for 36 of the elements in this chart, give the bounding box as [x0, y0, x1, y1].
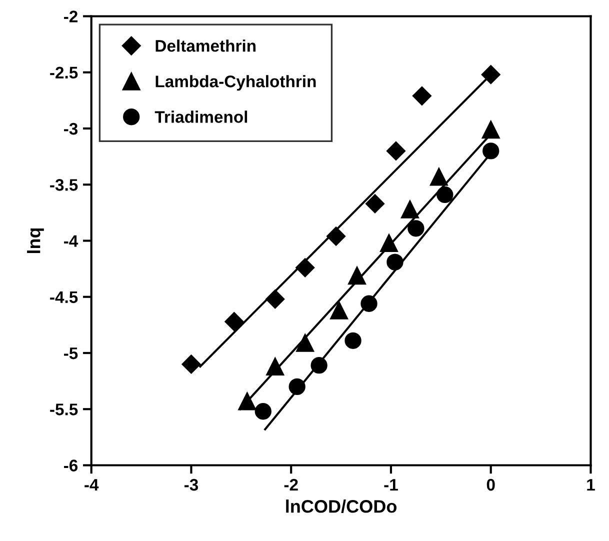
point	[330, 301, 348, 320]
point	[408, 220, 424, 237]
point	[344, 332, 362, 349]
y-tick-label: -4	[64, 235, 78, 247]
x-tick-label: -2	[284, 478, 298, 491]
point	[412, 86, 432, 106]
point	[430, 168, 448, 186]
y-tick-label: -5.5	[50, 404, 78, 416]
point	[182, 354, 201, 374]
point	[481, 65, 500, 84]
legend-label: Triadimenol	[154, 110, 248, 123]
point	[386, 141, 406, 160]
x-axis-title: lnCOD/CODo	[286, 500, 397, 513]
y-tick-label: -5	[64, 348, 78, 360]
point	[400, 200, 419, 218]
x-tick-label: -4	[84, 479, 99, 491]
y-tick-label: -6	[64, 460, 78, 472]
y-tick-label: -4.5	[50, 291, 78, 304]
x-tick-label: 1	[587, 479, 595, 491]
y-tick-label: -3	[64, 122, 78, 135]
x-tick-label: -1	[384, 479, 398, 491]
legend-label: Lambda-Cyhalothrin	[156, 75, 316, 91]
point	[296, 334, 314, 352]
point	[254, 403, 272, 420]
y-axis-title: lnq	[27, 228, 44, 254]
point	[365, 194, 385, 214]
x-tick-label: 0	[486, 478, 495, 491]
legend-label: Deltamethrin	[156, 40, 256, 52]
y-tick-label: -2	[64, 10, 78, 22]
point	[436, 186, 454, 204]
y-tick-label: -2.5	[50, 66, 78, 79]
y-tick-label: -3.5	[50, 179, 78, 191]
point	[482, 120, 500, 139]
x-tick-label: -3	[184, 478, 198, 491]
point	[224, 312, 244, 332]
point	[482, 142, 500, 160]
